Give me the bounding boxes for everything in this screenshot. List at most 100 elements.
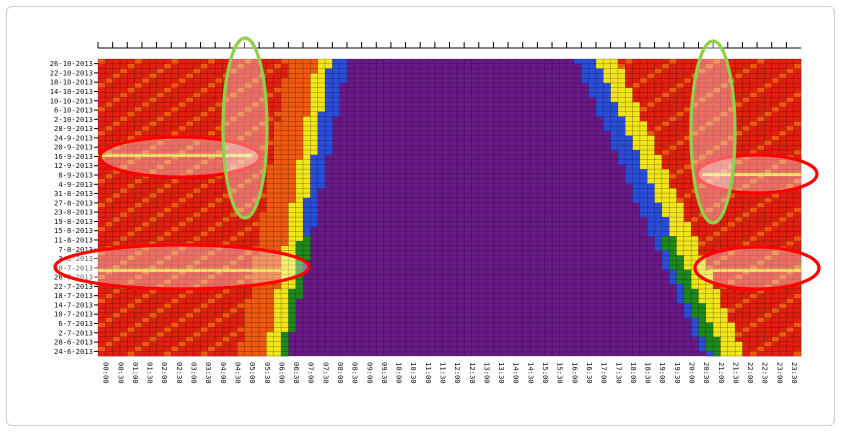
heatmap-cell <box>669 217 677 223</box>
heatmap-cell <box>691 116 699 122</box>
heatmap-cell <box>317 178 326 184</box>
heatmap-cell <box>698 63 707 69</box>
heatmap-cell <box>127 250 135 256</box>
heatmap-cell <box>793 207 802 213</box>
heatmap-cell <box>303 188 311 194</box>
heatmap-cell <box>771 212 780 218</box>
heatmap-cell <box>163 217 172 223</box>
heatmap-cell <box>127 312 135 318</box>
heatmap-cell <box>757 97 765 103</box>
heatmap-cell <box>617 82 626 89</box>
heatmap-cell <box>266 102 275 108</box>
heatmap-cell <box>178 116 187 122</box>
heatmap-cell <box>683 126 692 132</box>
heatmap-cell <box>749 78 758 84</box>
heatmap-cell <box>244 121 253 127</box>
heatmap-cell <box>705 140 714 146</box>
heatmap-cell <box>119 87 128 93</box>
heatmap-cell <box>127 351 135 357</box>
heatmap-cell <box>779 78 787 84</box>
heatmap-cell <box>273 322 282 328</box>
heatmap-cell <box>764 264 773 271</box>
heatmap-cell <box>281 231 289 237</box>
heatmap-cell <box>259 308 267 314</box>
heatmap-cell <box>215 269 223 275</box>
heatmap-cell <box>647 140 655 146</box>
heatmap-cell <box>295 73 304 79</box>
heatmap-cell <box>764 173 773 180</box>
heatmap-cell <box>222 92 231 98</box>
heatmap-cell <box>698 130 707 136</box>
heatmap-cell <box>749 260 758 266</box>
heatmap-cell <box>779 308 787 314</box>
heatmap-cell <box>793 130 802 136</box>
heatmap-cell <box>98 183 106 189</box>
heatmap-cell <box>149 341 157 347</box>
heatmap-cell <box>705 73 714 79</box>
heatmap-cell <box>281 226 289 232</box>
y-tick-label: 12-9-2013 <box>54 161 93 170</box>
heatmap-cell <box>171 293 179 299</box>
heatmap-cell <box>691 327 699 333</box>
heatmap-cell <box>742 82 751 89</box>
heatmap-cell <box>112 116 121 122</box>
heatmap-cell <box>764 106 773 112</box>
heatmap-cell <box>273 135 282 141</box>
heatmap-cell <box>742 236 751 242</box>
heatmap-cell <box>149 308 157 314</box>
heatmap-cell <box>632 92 641 98</box>
heatmap-cell <box>793 193 802 199</box>
heatmap-cell <box>273 231 282 237</box>
heatmap-cell <box>171 130 179 136</box>
heatmap-cell <box>266 312 275 318</box>
heatmap-cell <box>149 279 157 285</box>
heatmap-cell <box>793 106 802 112</box>
heatmap-cell <box>786 264 794 271</box>
heatmap-cell <box>705 173 714 180</box>
heatmap-cell <box>229 188 238 194</box>
heatmap-cell <box>178 236 187 242</box>
heatmap-cell <box>149 351 157 357</box>
heatmap-cell <box>119 92 128 98</box>
heatmap-cell <box>786 298 794 304</box>
heatmap-cell <box>149 140 157 146</box>
heatmap-cell <box>683 245 692 251</box>
heatmap-cell <box>156 260 165 266</box>
heatmap-cell <box>237 178 245 184</box>
heatmap-cell <box>639 164 648 170</box>
heatmap-cell <box>771 279 780 285</box>
heatmap-cell <box>676 173 685 180</box>
heatmap-cell <box>683 236 692 242</box>
y-tick-label: 22-7-2013 <box>54 282 93 291</box>
heatmap-cell <box>105 308 113 314</box>
heatmap-cell <box>237 145 245 151</box>
heatmap-cell <box>112 327 121 333</box>
heatmap-cell <box>273 298 282 304</box>
heatmap-cell <box>207 140 216 146</box>
heatmap-cell <box>178 312 187 318</box>
heatmap-cell <box>200 274 209 280</box>
heatmap-cell <box>661 111 670 117</box>
heatmap-cell <box>749 63 758 69</box>
heatmap-cell <box>779 159 787 165</box>
heatmap-cell <box>251 279 260 285</box>
heatmap-cell <box>793 221 802 227</box>
heatmap-cell <box>749 197 758 204</box>
heatmap-cell <box>610 68 619 74</box>
heatmap-cell <box>163 73 172 79</box>
heatmap-cell <box>683 87 692 93</box>
heatmap-cell <box>163 226 172 232</box>
heatmap-cell <box>229 73 238 79</box>
heatmap-cell <box>156 274 165 280</box>
heatmap-cell <box>705 121 714 127</box>
heatmap-cell <box>185 312 194 318</box>
heatmap-cell <box>185 92 194 98</box>
heatmap-cell <box>185 327 194 333</box>
heatmap-cell <box>127 78 135 84</box>
heatmap-cell <box>764 140 773 146</box>
heatmap-cell <box>325 111 333 117</box>
heatmap-cell <box>727 303 736 309</box>
heatmap-cell <box>215 231 223 237</box>
heatmap-cell <box>661 97 670 103</box>
heatmap-cell <box>735 164 743 170</box>
